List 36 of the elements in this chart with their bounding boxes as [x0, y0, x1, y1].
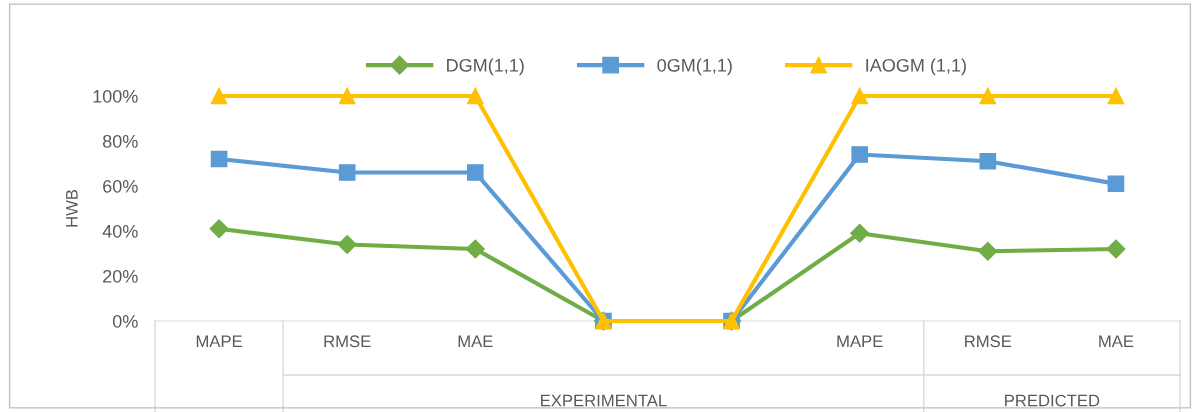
point — [209, 219, 229, 239]
point — [337, 234, 357, 255]
y-tick-label: 60% — [103, 179, 138, 193]
point — [851, 87, 869, 105]
legend-label: DGM(1,1) — [447, 58, 524, 76]
point — [978, 241, 998, 261]
point — [466, 87, 484, 105]
point — [1107, 175, 1125, 193]
x-tick-label: MAE — [1099, 335, 1134, 347]
x-tick-label: MAPE — [196, 335, 242, 347]
y-tick-label: 0% — [112, 314, 138, 328]
point — [338, 164, 356, 181]
y-tick-label: 80% — [102, 134, 138, 148]
point — [465, 239, 485, 259]
point — [979, 152, 997, 170]
point — [979, 87, 997, 105]
text: EXPERIMENTAL — [541, 394, 667, 407]
point — [1107, 87, 1125, 105]
x-tick-label: MAE — [458, 335, 493, 347]
legend-label: 0GM(1,1) — [657, 58, 732, 76]
point — [210, 87, 228, 105]
x-tick-label: MAPE — [837, 335, 883, 347]
point — [850, 223, 870, 243]
y-tick-label: 40% — [102, 224, 138, 238]
point — [851, 146, 869, 163]
point — [466, 164, 484, 181]
point — [1106, 239, 1126, 259]
x-tick-label: RMSE — [965, 335, 1012, 348]
y-axis-title: HWB — [66, 189, 78, 227]
point — [338, 87, 356, 105]
y-tick-label: 20% — [103, 269, 138, 283]
point — [210, 150, 228, 168]
text: PREDICTED — [1005, 394, 1100, 407]
x-tick-label: RMSE — [324, 335, 371, 348]
y-tick-label: 100% — [93, 89, 138, 103]
legend-label: IAOGM (1,1) — [866, 58, 966, 76]
